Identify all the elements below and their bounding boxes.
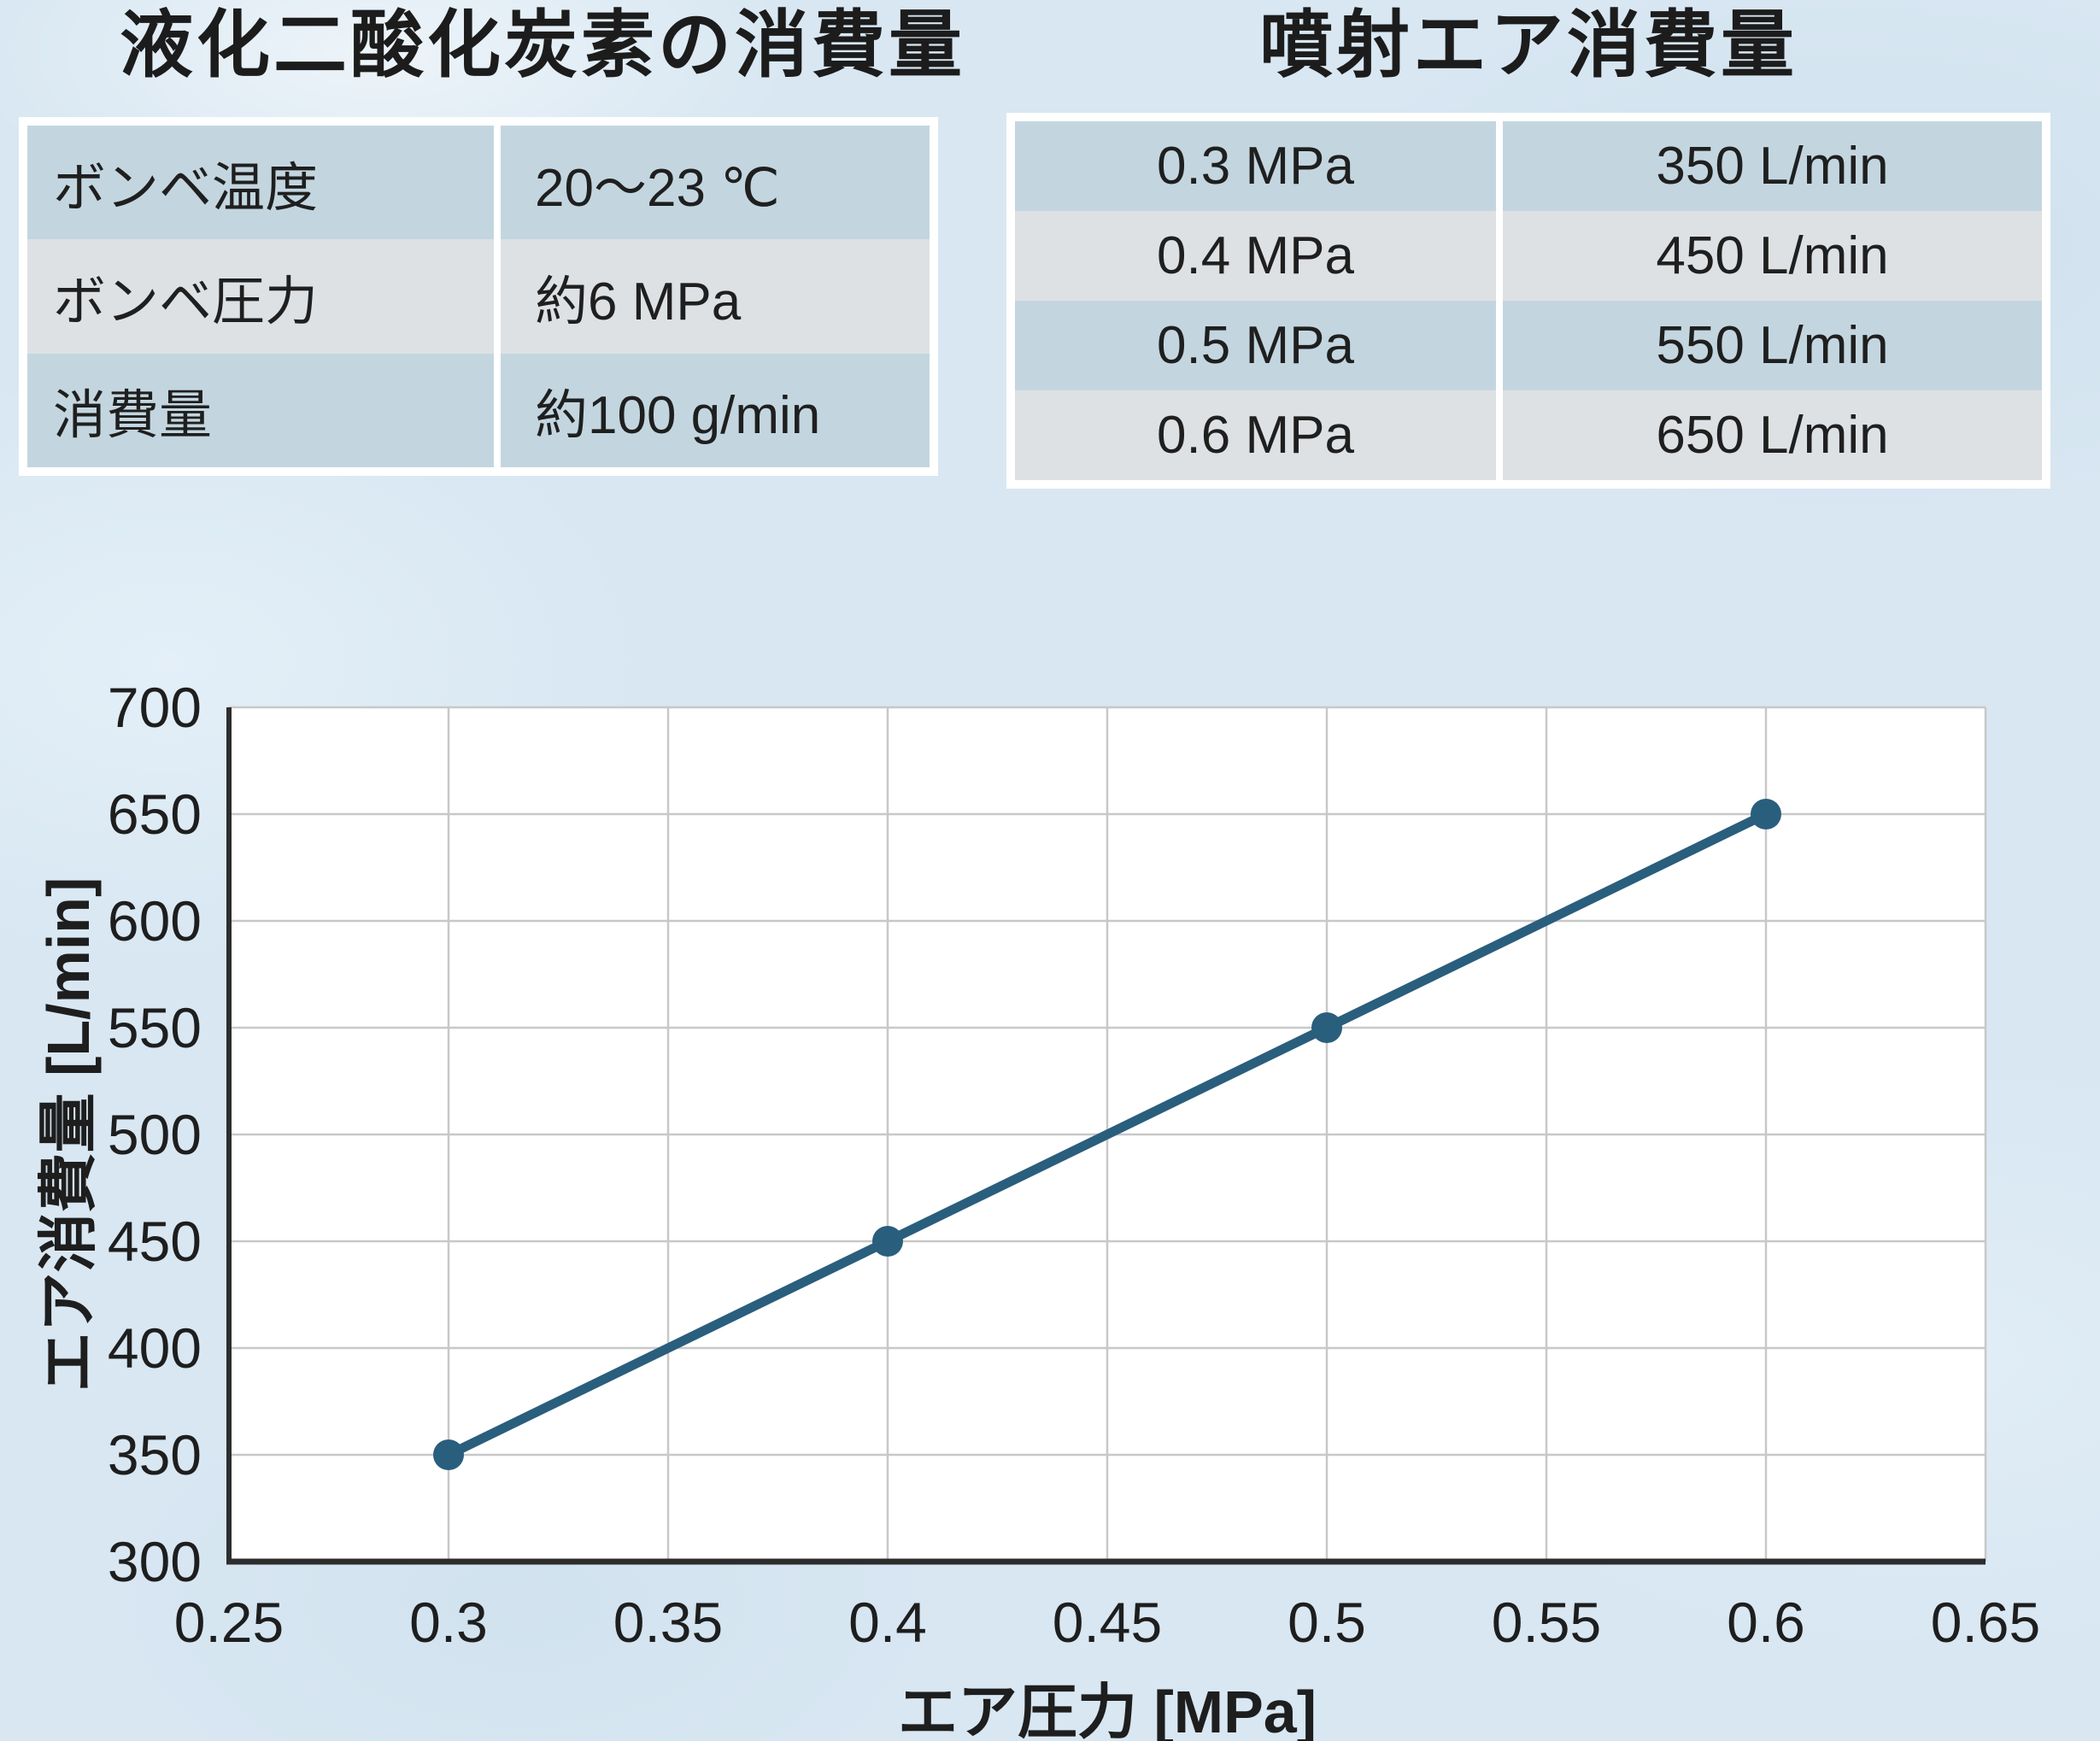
data-point xyxy=(872,1226,903,1257)
co2-row-value: 約100 g/min xyxy=(501,353,930,467)
y-tick-label: 650 xyxy=(108,783,202,846)
co2-row-label: 消費量 xyxy=(27,353,494,467)
x-tick-label: 0.35 xyxy=(613,1591,723,1654)
y-tick-label: 700 xyxy=(108,676,202,739)
x-axis-label: エア圧力 [MPa] xyxy=(898,1679,1317,1741)
air-table-title: 噴射エア消費量 xyxy=(1259,4,1798,86)
co2-row-value: 約6 MPa xyxy=(501,239,930,354)
data-point xyxy=(1751,799,1781,829)
air-row-flow: 450 L/min xyxy=(1503,211,2042,301)
air-row-pressure: 0.4 MPa xyxy=(1015,211,1496,301)
y-axis-label: エア消費量 [L/min] xyxy=(35,877,102,1392)
y-tick-label: 300 xyxy=(108,1530,202,1593)
y-tick-label: 550 xyxy=(108,996,202,1059)
x-tick-label: 0.25 xyxy=(174,1591,284,1654)
y-tick-label: 600 xyxy=(108,889,202,953)
x-tick-label: 0.4 xyxy=(848,1591,927,1654)
co2-row-label: ボンベ圧力 xyxy=(27,239,494,354)
y-tick-label: 350 xyxy=(108,1423,202,1486)
x-tick-label: 0.55 xyxy=(1492,1591,1601,1654)
data-point xyxy=(433,1439,464,1470)
y-tick-label: 400 xyxy=(108,1316,202,1380)
air-row-flow: 650 L/min xyxy=(1503,390,2042,480)
air-row-flow: 550 L/min xyxy=(1503,301,2042,390)
y-tick-label: 450 xyxy=(108,1210,202,1273)
x-tick-label: 0.5 xyxy=(1288,1591,1366,1654)
co2-row-label: ボンベ温度 xyxy=(27,126,494,240)
air-row-pressure: 0.3 MPa xyxy=(1015,121,1496,211)
air-row-flow: 350 L/min xyxy=(1503,121,2042,211)
y-tick-label: 500 xyxy=(108,1103,202,1166)
x-tick-label: 0.6 xyxy=(1727,1591,1805,1654)
data-line xyxy=(443,809,1771,1460)
air-row-pressure: 0.6 MPa xyxy=(1015,390,1496,480)
co2-table-title: 液化二酸化炭素の消費量 xyxy=(120,4,965,86)
x-tick-label: 0.65 xyxy=(1931,1591,2040,1654)
x-tick-label: 0.3 xyxy=(409,1591,488,1654)
co2-row-value: 20～23 ℃ xyxy=(501,126,930,240)
x-tick-label: 0.45 xyxy=(1053,1591,1162,1654)
air-consumption-table: 0.3 MPa 350 L/min 0.4 MPa 450 L/min 0.5 … xyxy=(1006,113,2050,489)
co2-consumption-table: ボンベ温度 20～23 ℃ ボンベ圧力 約6 MPa 消費量 約100 g/mi… xyxy=(19,117,938,476)
air-row-pressure: 0.5 MPa xyxy=(1015,301,1496,390)
data-point xyxy=(1311,1012,1342,1043)
air-consumption-line-chart: 0.25 0.3 0.35 0.4 0.45 0.5 0.55 0.6 0.65 300 350 40… xyxy=(35,676,2040,1741)
